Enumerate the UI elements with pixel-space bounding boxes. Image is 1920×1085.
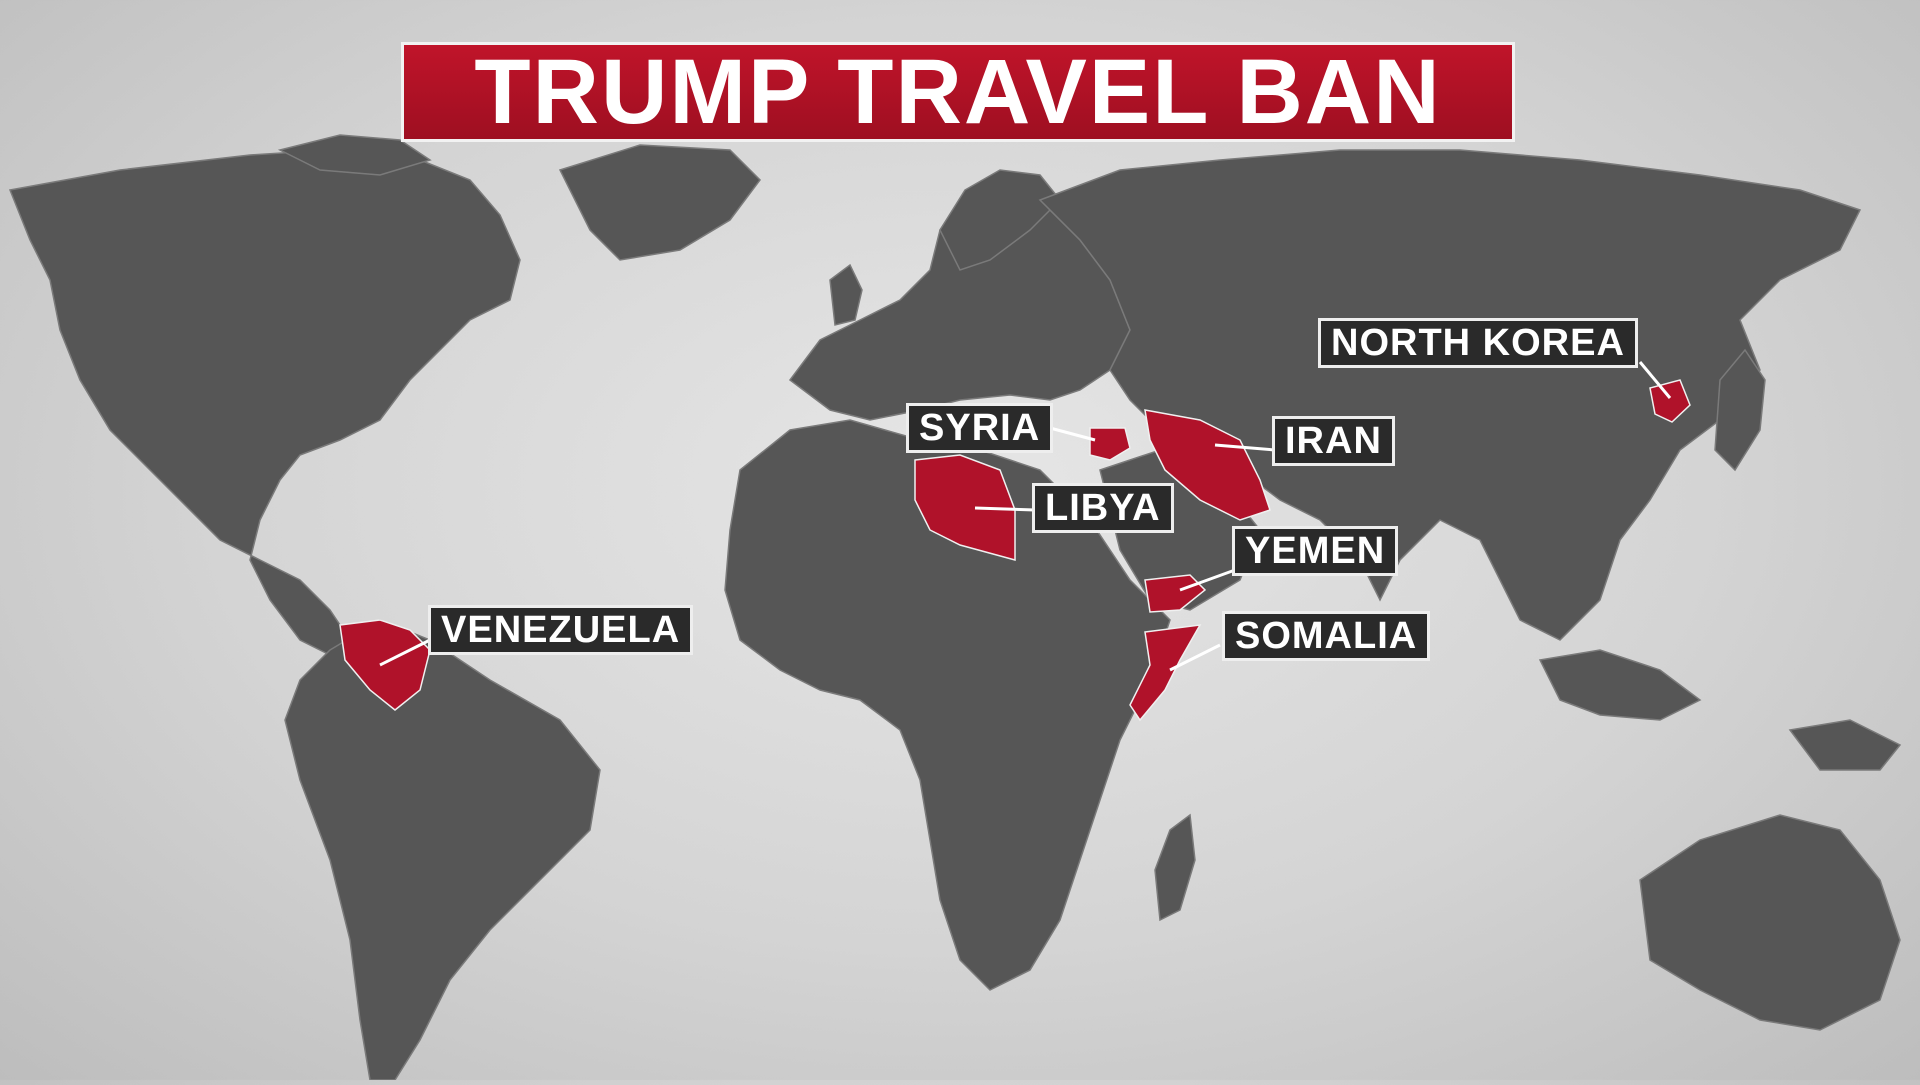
country-venezuela xyxy=(339,619,431,711)
label-venezuela: VENEZUELA xyxy=(428,605,694,655)
landmass-north-america xyxy=(8,149,521,662)
landmass-greenland xyxy=(558,144,761,261)
label-libya: LIBYA xyxy=(1032,483,1174,533)
landmass-australia xyxy=(1639,814,1901,1031)
landmass-arctic-islands xyxy=(277,134,432,176)
leader-line-iran xyxy=(1214,443,1276,452)
title-banner: TRUMP TRAVEL BAN xyxy=(401,42,1515,142)
landmass-south-america xyxy=(284,619,601,1081)
label-iran: IRAN xyxy=(1272,416,1395,466)
country-iran xyxy=(1144,409,1271,521)
landmass-new-guinea xyxy=(1788,719,1902,771)
landmass-africa xyxy=(724,419,1171,991)
label-syria: SYRIA xyxy=(906,403,1054,453)
country-syria xyxy=(1089,427,1131,461)
country-libya xyxy=(914,454,1016,561)
landmass-indonesia xyxy=(1538,649,1702,721)
country-north-korea xyxy=(1649,379,1691,423)
leader-line-libya xyxy=(974,506,1036,512)
label-somalia: SOMALIA xyxy=(1222,611,1431,661)
map-title: TRUMP TRAVEL BAN xyxy=(474,41,1442,143)
label-yemen: YEMEN xyxy=(1232,526,1399,576)
country-somalia xyxy=(1129,624,1202,722)
leader-line-venezuela xyxy=(379,638,431,667)
landmass-madagascar xyxy=(1154,813,1196,922)
leader-line-north-korea xyxy=(1638,361,1672,399)
leader-line-somalia xyxy=(1169,643,1221,672)
leader-line-syria xyxy=(1049,426,1096,442)
leader-line-yemen xyxy=(1179,568,1236,592)
landmass-japan xyxy=(1714,348,1766,472)
landmass-uk xyxy=(829,263,863,326)
label-north-korea: NORTH KOREA xyxy=(1318,318,1638,368)
country-yemen xyxy=(1144,574,1207,613)
